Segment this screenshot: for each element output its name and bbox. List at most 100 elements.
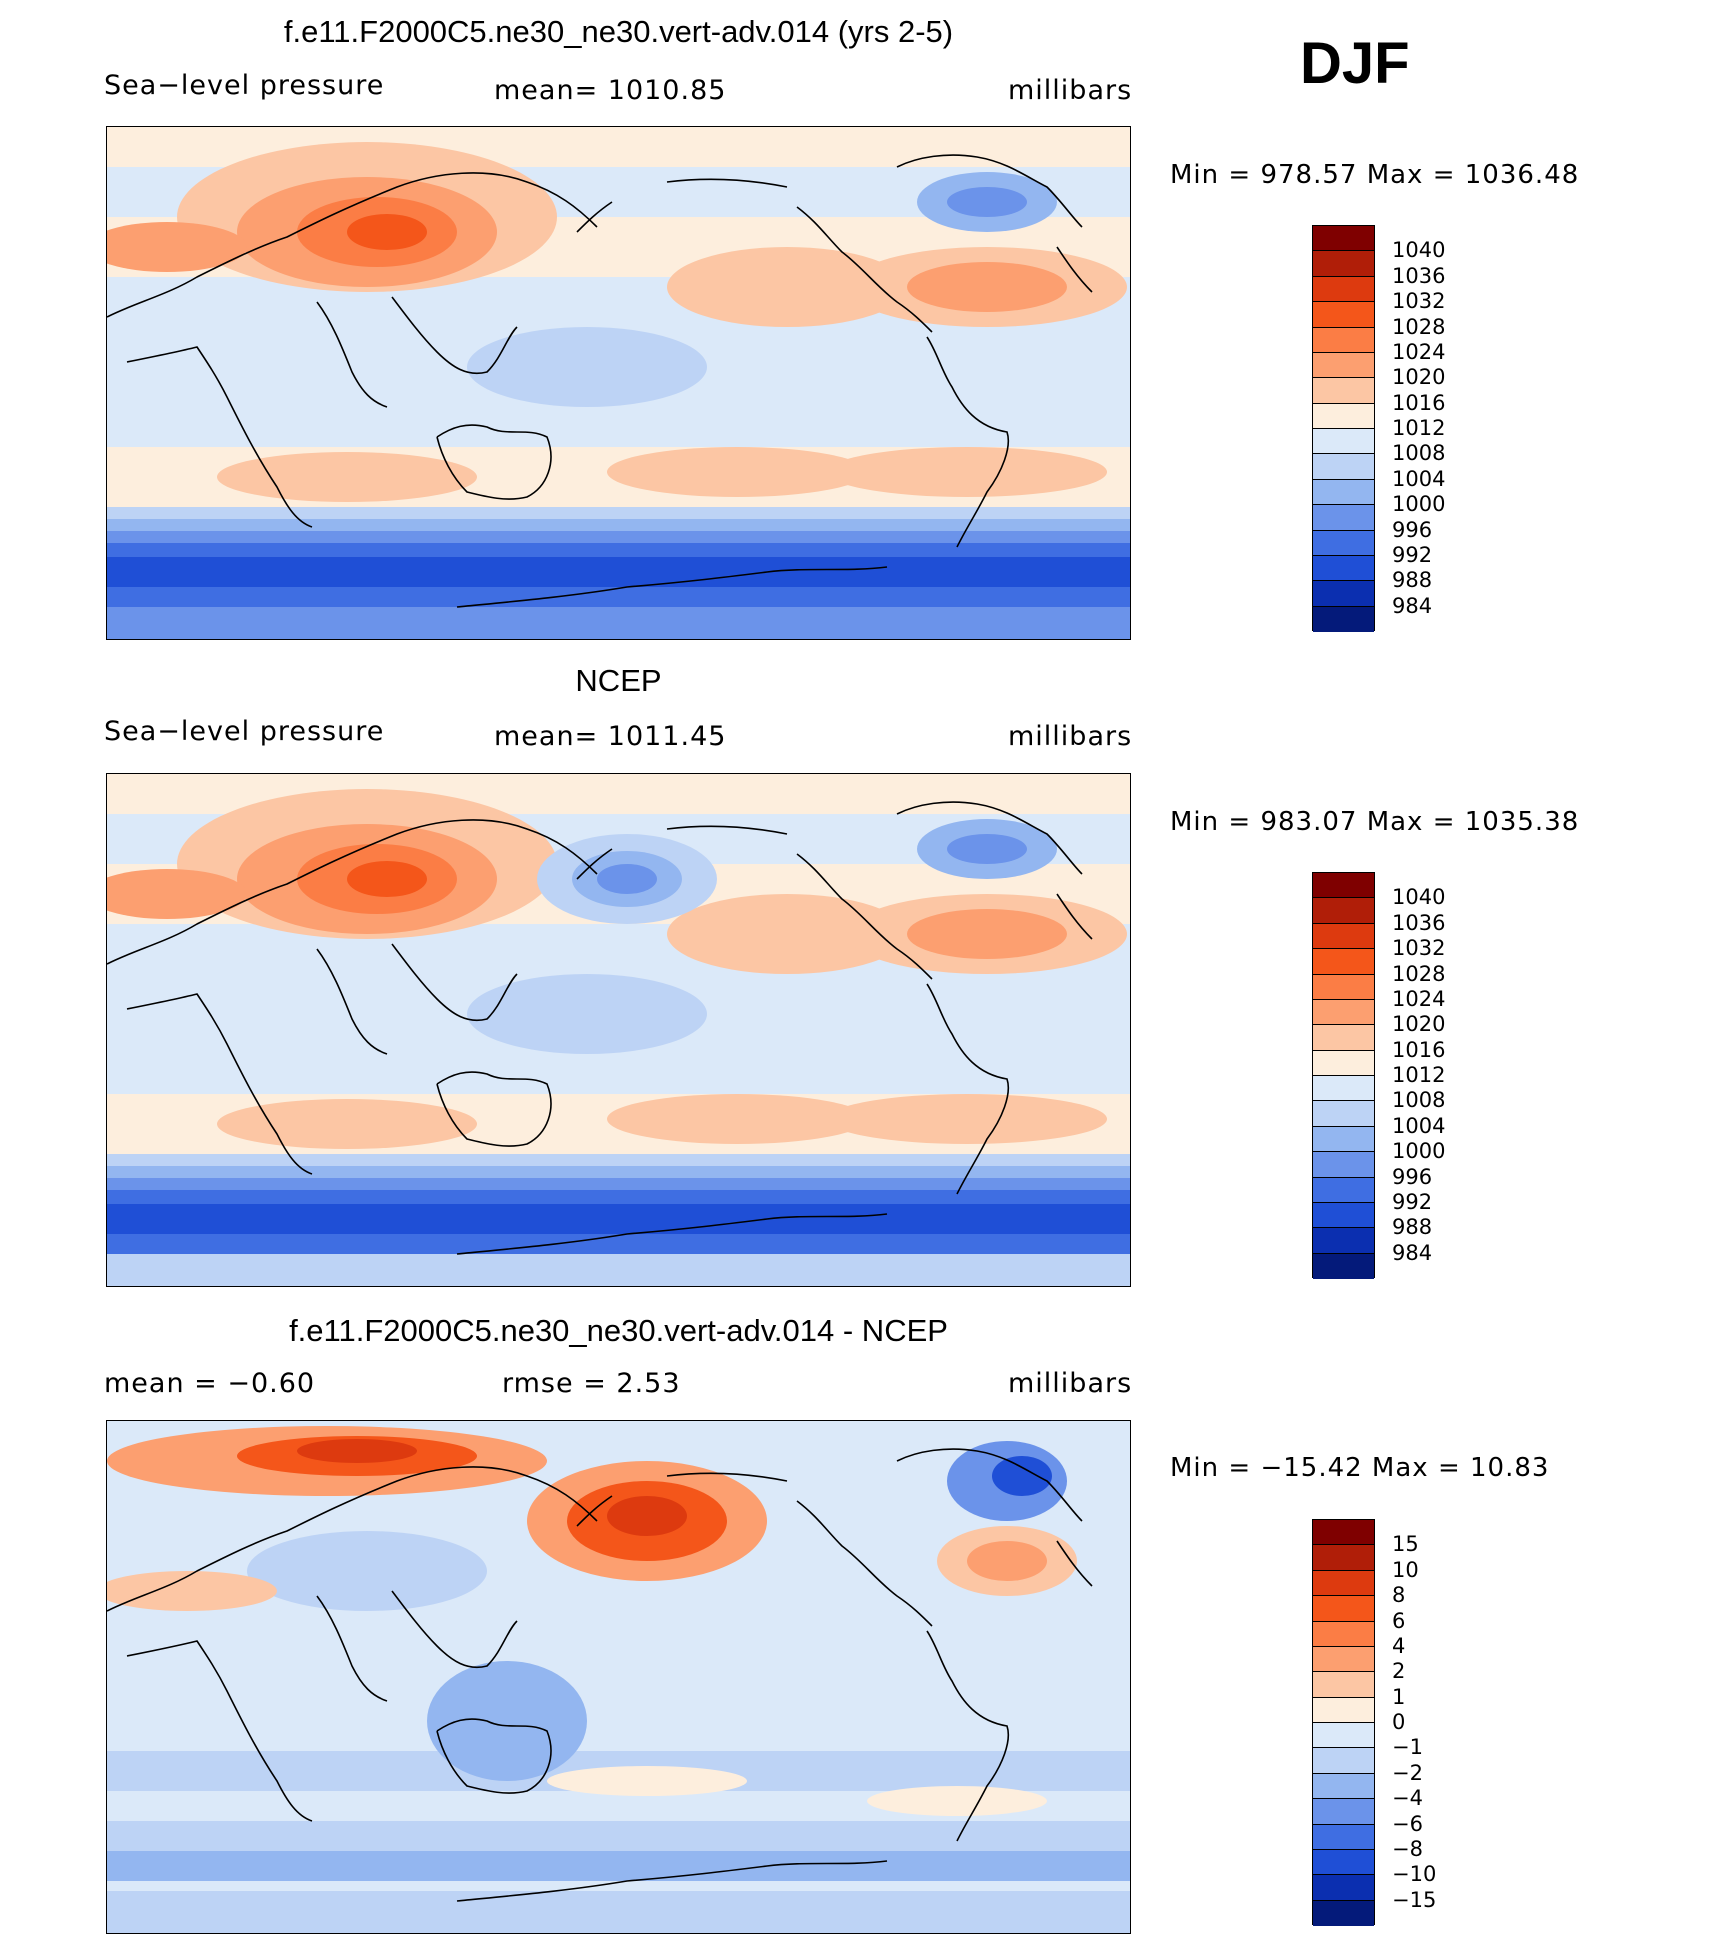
colorbar-swatch [1313,1773,1374,1800]
colorbar-swatch [1313,1152,1374,1178]
coastline [666,1472,788,1482]
colorbar-swatch [1313,1900,1374,1926]
contour-region [107,869,247,919]
colorbar-swatch [1313,403,1374,429]
coastline [896,801,1083,875]
colorbar-swatch [1313,429,1374,455]
panel2-mean-label: mean= 1011.45 [494,721,727,752]
colorbar-tick-label: 6 [1392,1608,1406,1633]
coastline [1056,893,1093,940]
colorbar-swatch [1313,1253,1374,1279]
panel3-min-max: Min = −15.42 Max = 10.83 [1170,1453,1550,1483]
contour-region [907,909,1067,959]
contour-region [947,187,1027,217]
colorbar-swatch [1313,1723,1374,1749]
colorbar-tick-label: 1024 [1392,339,1446,364]
coastline [391,1590,518,1668]
colorbar-tick-label: −8 [1392,1836,1423,1861]
coastline [436,1718,552,1794]
contour-band [107,1254,1130,1286]
coastline [896,1448,1083,1522]
coastline [456,1213,888,1255]
colorbar-tick-label: −15 [1392,1887,1437,1912]
colorbar-swatch [1313,1570,1374,1597]
colorbar-tick-label: 0 [1392,1710,1406,1734]
contour-region [467,327,707,407]
colorbar-tick-label: 1012 [1392,1063,1446,1087]
coastline [1056,1540,1093,1587]
colorbar-tick-label: 1024 [1392,986,1446,1011]
colorbar-swatch [1313,276,1374,303]
coastline [456,566,888,608]
colorbar-swatch [1313,1545,1374,1571]
coastline [316,301,388,408]
contour-band [107,1178,1130,1190]
coastline [926,983,1010,1195]
contour-region [827,1094,1107,1144]
colorbar-tick-label: 1 [1392,1684,1406,1709]
season-label: DJF [1300,31,1410,96]
panel1-mean-label: mean= 1010.85 [494,75,727,106]
contour-band [107,543,1130,557]
coastline [576,848,613,880]
contour-region [107,222,247,272]
colorbar-swatch [1313,1126,1374,1153]
colorbar-tick-label: 1008 [1392,1088,1446,1113]
colorbar-swatch [1313,1799,1374,1825]
colorbar-tick-label: 1032 [1392,289,1446,314]
panel2-map [106,773,1131,1287]
panel1-map [106,126,1131,640]
coastline [126,1640,313,1822]
colorbar-swatch [1313,1621,1374,1647]
coastline [126,993,313,1175]
colorbar-tick-label: 1004 [1392,466,1446,491]
colorbar-swatch [1313,1228,1374,1254]
coastline [436,424,552,500]
contour-band [107,607,1130,639]
coastline [896,154,1083,228]
coastline [107,172,598,318]
colorbar-swatch [1313,555,1374,582]
contour-region [597,864,657,894]
contour-region [607,1496,687,1536]
panel2-min-max: Min = 983.07 Max = 1035.38 [1170,807,1580,837]
colorbar-swatch [1313,352,1374,379]
colorbar-swatch [1313,226,1374,252]
colorbar-tick-label: 15 [1392,1532,1419,1557]
colorbar-swatch [1313,1025,1374,1051]
contour-region [992,1456,1052,1496]
colorbar-swatch [1313,1177,1374,1203]
colorbar-tick-label: 1008 [1392,441,1446,466]
colorbar-tick-label: 1036 [1392,910,1446,935]
colorbar-tick-label: 1020 [1392,365,1446,390]
colorbar-swatch [1313,606,1374,632]
colorbar-tick-label: 2 [1392,1659,1406,1684]
panel3-map [106,1420,1131,1934]
colorbar-tick-label: −1 [1392,1735,1423,1760]
colorbar-swatch [1313,1849,1374,1876]
colorbar-tick-label: 1028 [1392,961,1446,986]
colorbar-tick-label: 10 [1392,1557,1419,1582]
colorbar-tick-label: 988 [1392,568,1433,593]
colorbar-swatch [1313,378,1374,404]
contour-region [947,834,1027,864]
coastline [126,346,313,528]
coastline [926,1630,1010,1842]
colorbar-tick-label: −4 [1392,1786,1423,1811]
coastline [796,1500,933,1627]
colorbar-swatch [1313,1875,1374,1901]
panel3-rmse-label: rmse = 2.53 [502,1368,681,1399]
contour-region [967,1541,1047,1581]
colorbar-swatch [1313,251,1374,277]
colorbar-tick-label: −10 [1392,1862,1437,1887]
contour-region [667,894,907,974]
colorbar-swatch [1313,1101,1374,1127]
coastline [1056,246,1093,293]
colorbar-swatch [1313,505,1374,531]
coastline [926,336,1010,548]
colorbar-swatch [1313,1824,1374,1850]
contour-region [607,1094,867,1144]
coastline [796,206,933,333]
contour-band [107,531,1130,543]
coastline [666,825,788,835]
